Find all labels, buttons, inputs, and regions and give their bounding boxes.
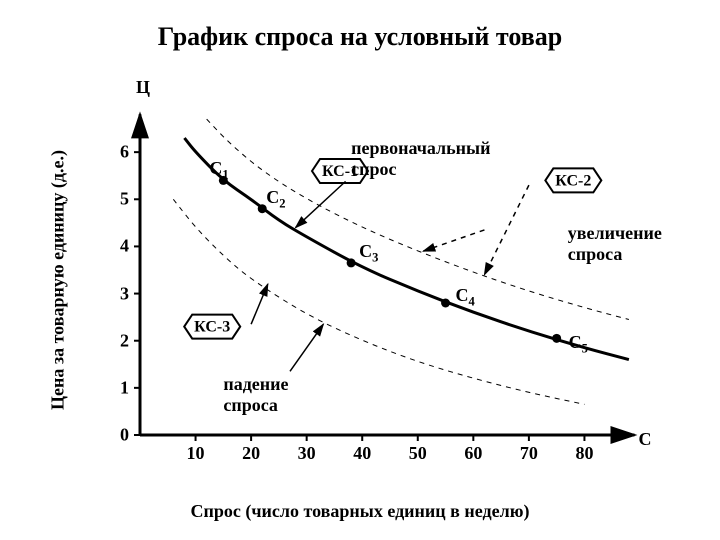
point-label-2: С2 [266,187,285,212]
hex-label-text-2: КС-2 [555,172,591,189]
data-point-5 [552,334,561,343]
annotation-decrease-demand: падение спроса [223,374,288,416]
point-label-5: С5 [569,332,588,357]
x-axis-label: Спрос (число товарных единиц в неделю) [0,501,720,522]
data-point-4 [441,299,450,308]
annotation-arrow-4 [423,230,484,251]
xtick-60: 60 [464,443,482,464]
y-axis-label: Цена за товарную единицу (д.е.) [48,150,69,410]
xtick-50: 50 [409,443,427,464]
axis-top-letter: Ц [136,77,150,98]
xtick-20: 20 [242,443,260,464]
point-label-4: С4 [456,285,475,310]
annotation-arrow-1 [296,181,346,227]
annotation-increase-demand: увеличение спроса [568,223,662,265]
annotation-primary-demand: первоначальный спрос [351,138,490,180]
xtick-70: 70 [520,443,538,464]
annotation-arrow-2 [484,185,528,275]
axis-right-letter: С [638,429,651,450]
xtick-40: 40 [353,443,371,464]
demand-chart: КС-1КС-2КС-3ЦС01234561020304050607080С1С… [120,95,660,465]
chart-page: График спроса на условный товар Цена за … [0,0,720,540]
hex-label-text-3: КС-3 [194,319,230,336]
xtick-30: 30 [298,443,316,464]
point-label-3: С3 [359,241,378,266]
chart-title: График спроса на условный товар [0,22,720,52]
annotation-arrow-3 [251,284,268,324]
xtick-80: 80 [575,443,593,464]
annotation-arrow-5 [290,324,323,371]
point-label-1: С1 [209,158,228,183]
xtick-10: 10 [187,443,205,464]
data-point-3 [347,258,356,267]
